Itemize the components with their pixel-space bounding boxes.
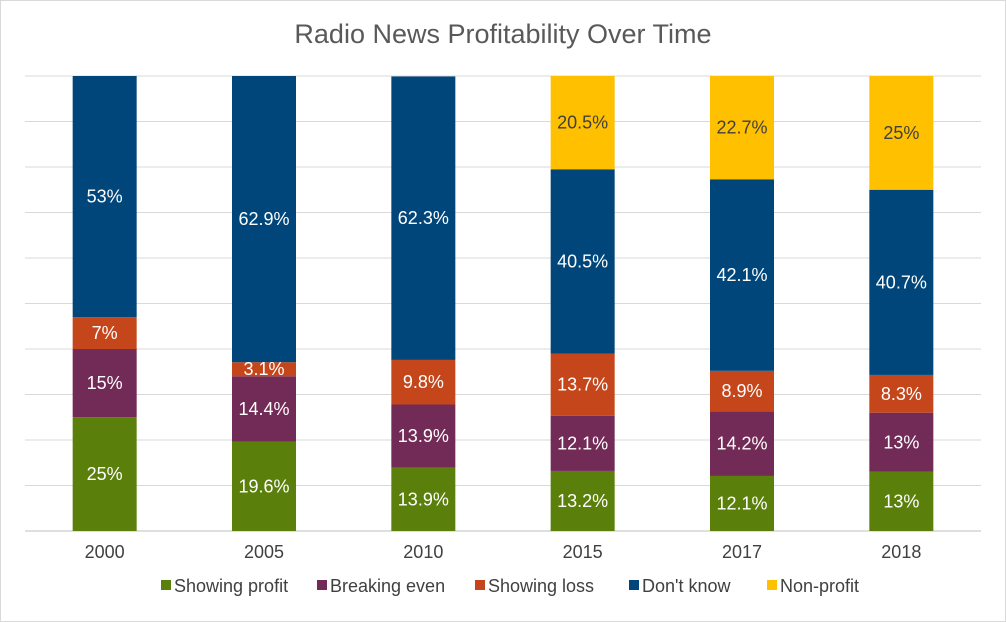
gridlines [25,75,981,532]
bar-segment [869,471,934,531]
bar-segment [391,467,456,531]
data-label: 3.1% [243,359,284,379]
data-label: 19.6% [238,476,289,496]
bar-segment [391,404,456,468]
bar-segment [391,76,456,360]
bars [72,76,934,531]
x-tick-label: 2017 [722,542,762,562]
bar-segment [710,475,774,531]
legend-swatch [629,580,639,590]
legend: Showing profit Breaking even Showing loss D… [161,576,859,596]
bar-segment [869,189,934,375]
bar-segment [72,349,137,418]
data-label: 9.8% [403,372,444,392]
data-label: 40.5% [557,251,608,271]
bar-segment [232,376,296,442]
legend-swatch [161,580,171,590]
bar-segment [710,76,774,180]
legend-item: Showing profit [174,576,288,596]
data-label: 7% [92,323,118,343]
data-label: 13.9% [398,426,449,446]
data-label: 13.2% [557,491,608,511]
data-label: 8.3% [881,384,922,404]
bar-segment [232,76,296,363]
x-axis-ticks: 2000 2005 2010 2015 2017 2018 [85,542,922,562]
data-label: 13% [883,491,919,511]
legend-item: Breaking even [330,576,445,596]
data-label: 12.1% [716,493,767,513]
bar-segment [72,417,137,531]
bar-segment [869,76,934,190]
legend-swatch [475,580,485,590]
data-label: 13% [883,432,919,452]
legend-item: Non-profit [780,576,859,596]
data-label: 42.1% [716,265,767,285]
data-label: 40.7% [876,272,927,292]
data-label: 14.4% [238,399,289,419]
bar-segment [550,169,615,354]
data-label: 22.7% [716,118,767,138]
legend-item: Showing loss [488,576,594,596]
x-tick-label: 2015 [563,542,603,562]
legend-swatch [317,580,327,590]
data-label: 15% [87,373,123,393]
data-label: 25% [87,464,123,484]
bar-segment [550,415,615,471]
legend-swatch [767,580,777,590]
bar-segment [869,374,934,413]
data-label: 20.5% [557,113,608,133]
data-label: 13.9% [398,489,449,509]
data-label: 53% [87,187,123,207]
bar-segment [232,441,296,531]
data-label: 62.3% [398,208,449,228]
chart-title: Radio News Profitability Over Time [294,19,711,49]
data-label: 62.9% [238,209,289,229]
bar-segment [869,412,934,472]
bar-segment [710,411,774,476]
data-label: 25% [883,123,919,143]
bar-segment [391,359,456,405]
bar-segment [710,179,774,371]
data-label: 8.9% [721,381,762,401]
bar-segment [232,362,296,377]
data-labels: 25% 15% 7% 53% 19.6% 14.4% 3.1% 62.9% 13.9% 13.9%… [87,113,927,514]
data-label: 14.2% [716,434,767,454]
x-tick-label: 2010 [403,542,443,562]
bar-segment [710,370,774,412]
bar-segment [72,317,137,349]
bar-segment [550,470,615,531]
bar-segment [550,353,615,416]
data-label: 12.1% [557,433,608,453]
legend-item: Don't know [642,576,731,596]
bar-segment [72,76,137,318]
x-tick-label: 2005 [244,542,284,562]
x-tick-label: 2000 [85,542,125,562]
bar-segment [550,76,615,170]
x-tick-label: 2018 [881,542,921,562]
data-label: 13.7% [557,375,608,395]
